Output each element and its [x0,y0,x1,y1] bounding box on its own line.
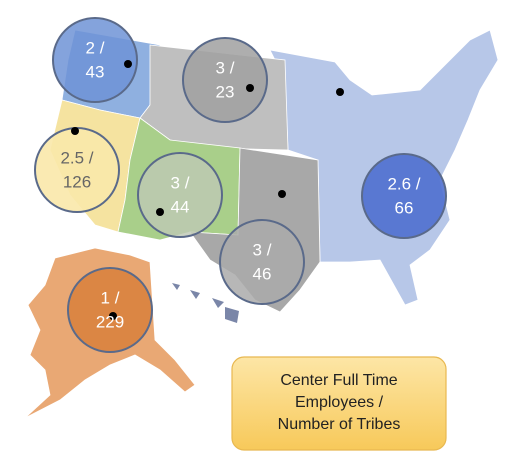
bubble-label: 1 / [101,288,120,307]
bubble [182,37,268,123]
bubble-label: 2.6 / [387,174,420,193]
bubble [67,267,153,353]
bubble-label: 3 / [216,58,235,77]
bubble [137,152,223,238]
location-dot [71,127,79,135]
bubble-label: 23 [216,82,235,101]
bubble-label: 2.5 / [60,148,93,167]
bubble [52,17,138,103]
bubble-label: 46 [253,264,272,283]
location-dot [278,190,286,198]
bubbles: 2 / 43 3 / 23 2.5 / 126 3 / 44 3 / 46 2.6 / 66 1 / 22… [34,17,447,353]
location-dot [246,84,254,92]
legend-line: Employees / [295,394,384,411]
location-dot [124,60,132,68]
bubble-label: 2 / [86,38,105,57]
bubble-label: 66 [395,198,414,217]
bubble-label: 229 [96,312,124,331]
legend: Center Full Time Employees / Number of T… [278,372,401,433]
bubble [361,153,447,239]
location-dot [156,208,164,216]
bubble-label: 44 [171,197,190,216]
legend-line: Number of Tribes [278,416,401,433]
legend-box [231,356,447,451]
bubble [34,127,120,213]
bubble-label: 43 [86,62,105,81]
bubble-label: 126 [63,172,91,191]
legend-line: Center Full Time [280,372,397,389]
location-dot [336,88,344,96]
location-dot [109,312,117,320]
hawaii [172,283,239,323]
bubble-label: 3 / [253,240,272,259]
bubble [219,219,305,305]
bubble-label: 3 / [171,173,190,192]
